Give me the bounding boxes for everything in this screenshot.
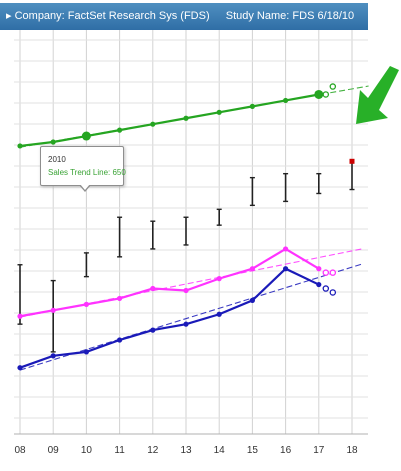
study-header-bar: ▸ Company: FactSet Research Sys (FDS) St…: [0, 3, 368, 30]
blue-data-point[interactable]: [250, 298, 255, 303]
blue-data-point[interactable]: [84, 349, 89, 354]
x-tick-label: 12: [147, 445, 159, 456]
green-data-point[interactable]: [217, 110, 222, 115]
x-tick-label: 16: [280, 445, 292, 456]
green-data-point[interactable]: [183, 116, 188, 121]
tooltip-value: Sales Trend Line: 650: [48, 166, 116, 179]
blue-projected-point[interactable]: [330, 290, 335, 295]
range-bar-marker: [350, 159, 355, 164]
study-value: FDS 6/18/10: [292, 10, 354, 22]
green-projected-point[interactable]: [323, 92, 328, 97]
blue-projected-point[interactable]: [323, 286, 328, 291]
magenta-data-point[interactable]: [51, 308, 56, 313]
blue-data-point[interactable]: [150, 328, 155, 333]
trend-chart[interactable]: 08 09 10 11 12 13 14 15 16 17 18: [0, 30, 401, 466]
chart-grid: [14, 30, 368, 434]
x-tick-label: 10: [81, 445, 93, 456]
green-data-point[interactable]: [283, 98, 288, 103]
trend-chart-svg[interactable]: 08 09 10 11 12 13 14 15 16 17 18: [0, 30, 401, 466]
green-data-point[interactable]: [250, 104, 255, 109]
x-tick-label: 11: [114, 445, 125, 456]
plot-background: [14, 30, 368, 434]
green-data-point[interactable]: [82, 132, 91, 141]
green-data-point[interactable]: [51, 139, 56, 144]
tooltip-year: 2010: [48, 153, 116, 166]
header-caret-icon[interactable]: ▸: [6, 10, 12, 22]
magenta-data-point[interactable]: [283, 246, 288, 251]
green-projected-point[interactable]: [330, 84, 335, 89]
blue-data-point[interactable]: [51, 353, 56, 358]
magenta-data-point[interactable]: [217, 276, 222, 281]
company-value: FactSet Research Sys (FDS): [68, 10, 210, 22]
x-tick-label: 13: [180, 445, 192, 456]
x-tick-label: 09: [48, 445, 60, 456]
magenta-projected-point[interactable]: [323, 270, 328, 275]
magenta-data-point[interactable]: [316, 266, 321, 271]
magenta-data-point[interactable]: [117, 296, 122, 301]
company-label: Company:: [15, 10, 65, 22]
x-tick-label: 17: [313, 445, 325, 456]
blue-data-point[interactable]: [283, 266, 288, 271]
magenta-data-point[interactable]: [150, 286, 155, 291]
blue-data-point[interactable]: [17, 365, 22, 370]
blue-data-point[interactable]: [117, 337, 122, 342]
magenta-data-point[interactable]: [17, 314, 22, 319]
x-tick-label: 15: [247, 445, 259, 456]
magenta-data-point[interactable]: [84, 302, 89, 307]
green-data-point[interactable]: [117, 128, 122, 133]
magenta-data-point[interactable]: [183, 288, 188, 293]
study-label: Study Name:: [226, 10, 290, 22]
green-data-point[interactable]: [314, 90, 323, 99]
arrow-down-left-icon: [352, 66, 401, 126]
x-tick-label: 14: [214, 445, 226, 456]
green-data-point[interactable]: [17, 143, 22, 148]
blue-data-point[interactable]: [183, 322, 188, 327]
green-data-point[interactable]: [150, 122, 155, 127]
x-tick-label: 08: [14, 445, 26, 456]
x-axis: 08 09 10 11 12 13 14 15 16 17 18: [14, 445, 358, 456]
data-tooltip: 2010 Sales Trend Line: 650: [40, 146, 124, 186]
blue-data-point[interactable]: [316, 282, 321, 287]
blue-data-point[interactable]: [217, 312, 222, 317]
x-tick-label: 18: [346, 445, 358, 456]
magenta-data-point[interactable]: [250, 266, 255, 271]
magenta-projected-point[interactable]: [330, 270, 335, 275]
